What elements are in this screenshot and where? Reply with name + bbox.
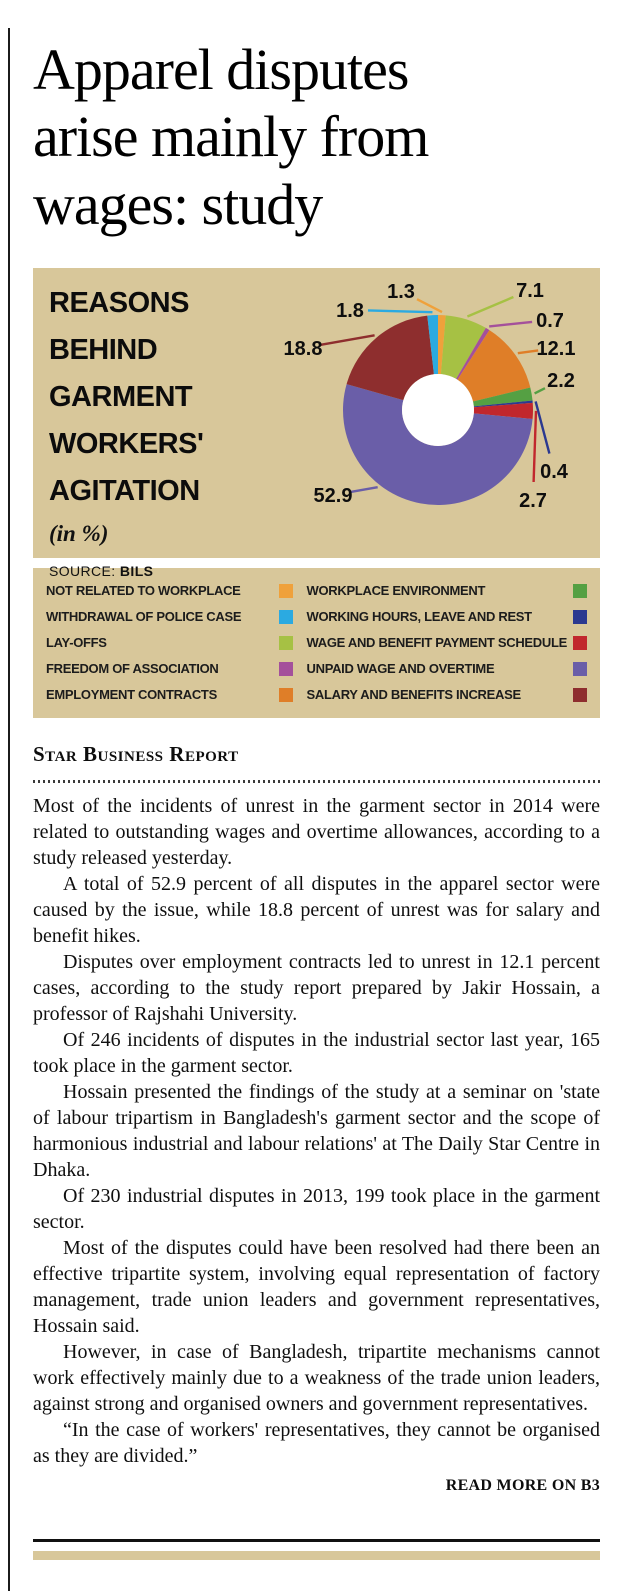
legend-item: WORKING HOURS, LEAVE AND REST bbox=[307, 604, 587, 630]
leader-line bbox=[534, 400, 551, 454]
legend-item: EMPLOYMENT CONTRACTS bbox=[46, 682, 293, 708]
pie-slice bbox=[472, 387, 533, 407]
bottom-rule bbox=[33, 1538, 600, 1542]
article-paragraph: “In the case of workers' representatives… bbox=[33, 1418, 600, 1467]
legend-column-left: NOT RELATED TO WORKPLACE WITHDRAWAL OF PO… bbox=[46, 578, 293, 708]
legend-item: SALARY AND BENEFITS INCREASE bbox=[307, 682, 587, 708]
slice-value-label: 12.1 bbox=[537, 338, 576, 360]
legend-label: NOT RELATED TO WORKPLACE bbox=[46, 583, 241, 599]
leader-line bbox=[320, 333, 375, 346]
donut-chart: 1.3 7.1 0.7 12.1 2.2 0.4 2.7 52.9 18.8 1.8 bbox=[284, 280, 576, 512]
slice-value-label: 2.7 bbox=[519, 490, 547, 512]
legend-label: SALARY AND BENEFITS INCREASE bbox=[306, 687, 522, 703]
byline: Star Business Report bbox=[33, 741, 239, 766]
legend-item: LAY-OFFS bbox=[46, 630, 293, 656]
donut-hole bbox=[402, 373, 474, 446]
legend-swatch bbox=[573, 687, 587, 702]
leader-line bbox=[350, 485, 378, 493]
article-paragraph: A total of 52.9 percent of all disputes … bbox=[33, 872, 600, 947]
legend-swatch bbox=[278, 687, 293, 702]
legend-label: WORKING HOURS, LEAVE AND REST bbox=[306, 609, 533, 625]
legend-column-right: WORKPLACE ENVIRONMENT WORKING HOURS, LEAV… bbox=[307, 578, 587, 708]
legend-swatch bbox=[573, 661, 587, 676]
legend-item: FREEDOM OF ASSOCIATION bbox=[46, 656, 293, 682]
legend-label: LAY-OFFS bbox=[46, 635, 107, 651]
legend-label: UNPAID WAGE AND OVERTIME bbox=[306, 661, 495, 677]
legend-item: WORKPLACE ENVIRONMENT bbox=[307, 578, 587, 604]
legend-swatch bbox=[573, 609, 587, 624]
next-section-edge bbox=[33, 1550, 600, 1560]
read-more-note: READ MORE ON B3 bbox=[445, 1476, 600, 1494]
legend-label: WAGE AND BENEFIT PAYMENT SCHEDULE bbox=[306, 635, 568, 651]
legend-item: WAGE AND BENEFIT PAYMENT SCHEDULE bbox=[307, 630, 587, 656]
legend-label: WITHDRAWAL OF POLICE CASE bbox=[46, 609, 242, 625]
headline-line: wages: study bbox=[33, 171, 323, 237]
source-value: BILS bbox=[119, 562, 154, 579]
source-label: SOURCE: bbox=[49, 562, 116, 579]
legend-label: WORKPLACE ENVIRONMENT bbox=[306, 583, 486, 599]
pie-slice bbox=[343, 383, 533, 505]
chart-title-line: AGITATION bbox=[49, 474, 200, 507]
slice-value-label: 7.1 bbox=[516, 280, 544, 302]
legend-label: FREEDOM OF ASSOCIATION bbox=[46, 661, 219, 677]
leader-line bbox=[489, 320, 533, 328]
slice-value-label: 0.4 bbox=[540, 461, 569, 483]
legend-swatch bbox=[278, 635, 293, 650]
slice-value-label: 2.2 bbox=[547, 370, 575, 392]
slice-value-label: 1.8 bbox=[336, 300, 364, 322]
leader-line bbox=[466, 295, 514, 318]
pie-slice bbox=[456, 327, 490, 380]
legend-item: WITHDRAWAL OF POLICE CASE bbox=[46, 604, 293, 630]
pie-slice bbox=[346, 315, 434, 400]
article-paragraph: Of 246 incidents of disputes in the indu… bbox=[33, 1028, 600, 1077]
legend-item: NOT RELATED TO WORKPLACE bbox=[46, 578, 293, 604]
legend-swatch bbox=[278, 661, 293, 676]
chart-source: SOURCE: BILS bbox=[49, 563, 304, 579]
chart-unit-note: (in %) bbox=[49, 520, 109, 546]
legend-swatch bbox=[573, 635, 587, 650]
headline: Apparel disputes arise mainly from wages… bbox=[33, 36, 600, 238]
article-paragraph: Of 230 industrial disputes in 2013, 199 … bbox=[33, 1184, 600, 1233]
chart-title: REASONS BEHIND GARMENT WORKERS' AGITATIO… bbox=[49, 280, 304, 579]
pie-slice bbox=[440, 315, 486, 379]
column-rule bbox=[8, 28, 10, 1591]
article-body: Most of the incidents of unrest in the g… bbox=[33, 793, 600, 1469]
chart-legend: NOT RELATED TO WORKPLACE WITHDRAWAL OF PO… bbox=[33, 567, 600, 718]
pie-slice bbox=[473, 402, 534, 419]
legend-item: UNPAID WAGE AND OVERTIME bbox=[307, 656, 587, 682]
slice-value-label: 52.9 bbox=[314, 485, 353, 507]
legend-label: EMPLOYMENT CONTRACTS bbox=[46, 687, 217, 703]
headline-line: arise mainly from bbox=[33, 104, 429, 170]
newspaper-column: Apparel disputes arise mainly from wages… bbox=[33, 0, 600, 1560]
article-paragraph: However, in case of Bangladesh, triparti… bbox=[33, 1340, 600, 1415]
chart-title-line: WORKERS' bbox=[49, 427, 204, 460]
pie-slice bbox=[457, 329, 531, 402]
slice-value-label: 1.3 bbox=[387, 281, 415, 303]
dotted-divider bbox=[33, 779, 600, 783]
pie-slice bbox=[438, 314, 446, 374]
leader-line bbox=[517, 349, 539, 355]
chart-title-line: REASONS BEHIND bbox=[49, 286, 189, 366]
pie-slice bbox=[427, 314, 438, 375]
headline-line: Apparel disputes bbox=[33, 37, 409, 102]
chart-title-line: GARMENT bbox=[49, 380, 193, 413]
leader-line bbox=[534, 386, 546, 395]
article-paragraph: Hossain presented the findings of the st… bbox=[33, 1080, 600, 1181]
chart-panel: REASONS BEHIND GARMENT WORKERS' AGITATIO… bbox=[33, 267, 600, 579]
slice-value-label: 18.8 bbox=[284, 338, 323, 360]
leader-line bbox=[416, 297, 443, 313]
leader-line bbox=[367, 309, 433, 314]
legend-swatch bbox=[573, 583, 587, 598]
pie-slice bbox=[473, 400, 533, 408]
article-paragraph: Disputes over employment contracts led t… bbox=[33, 950, 600, 1025]
legend-swatch bbox=[278, 609, 293, 624]
slice-value-label: 0.7 bbox=[536, 310, 564, 332]
article-paragraph: Most of the incidents of unrest in the g… bbox=[33, 794, 600, 869]
article-paragraph: Most of the disputes could have been res… bbox=[33, 1236, 600, 1337]
leader-line bbox=[532, 410, 538, 482]
legend-swatch bbox=[278, 583, 293, 598]
